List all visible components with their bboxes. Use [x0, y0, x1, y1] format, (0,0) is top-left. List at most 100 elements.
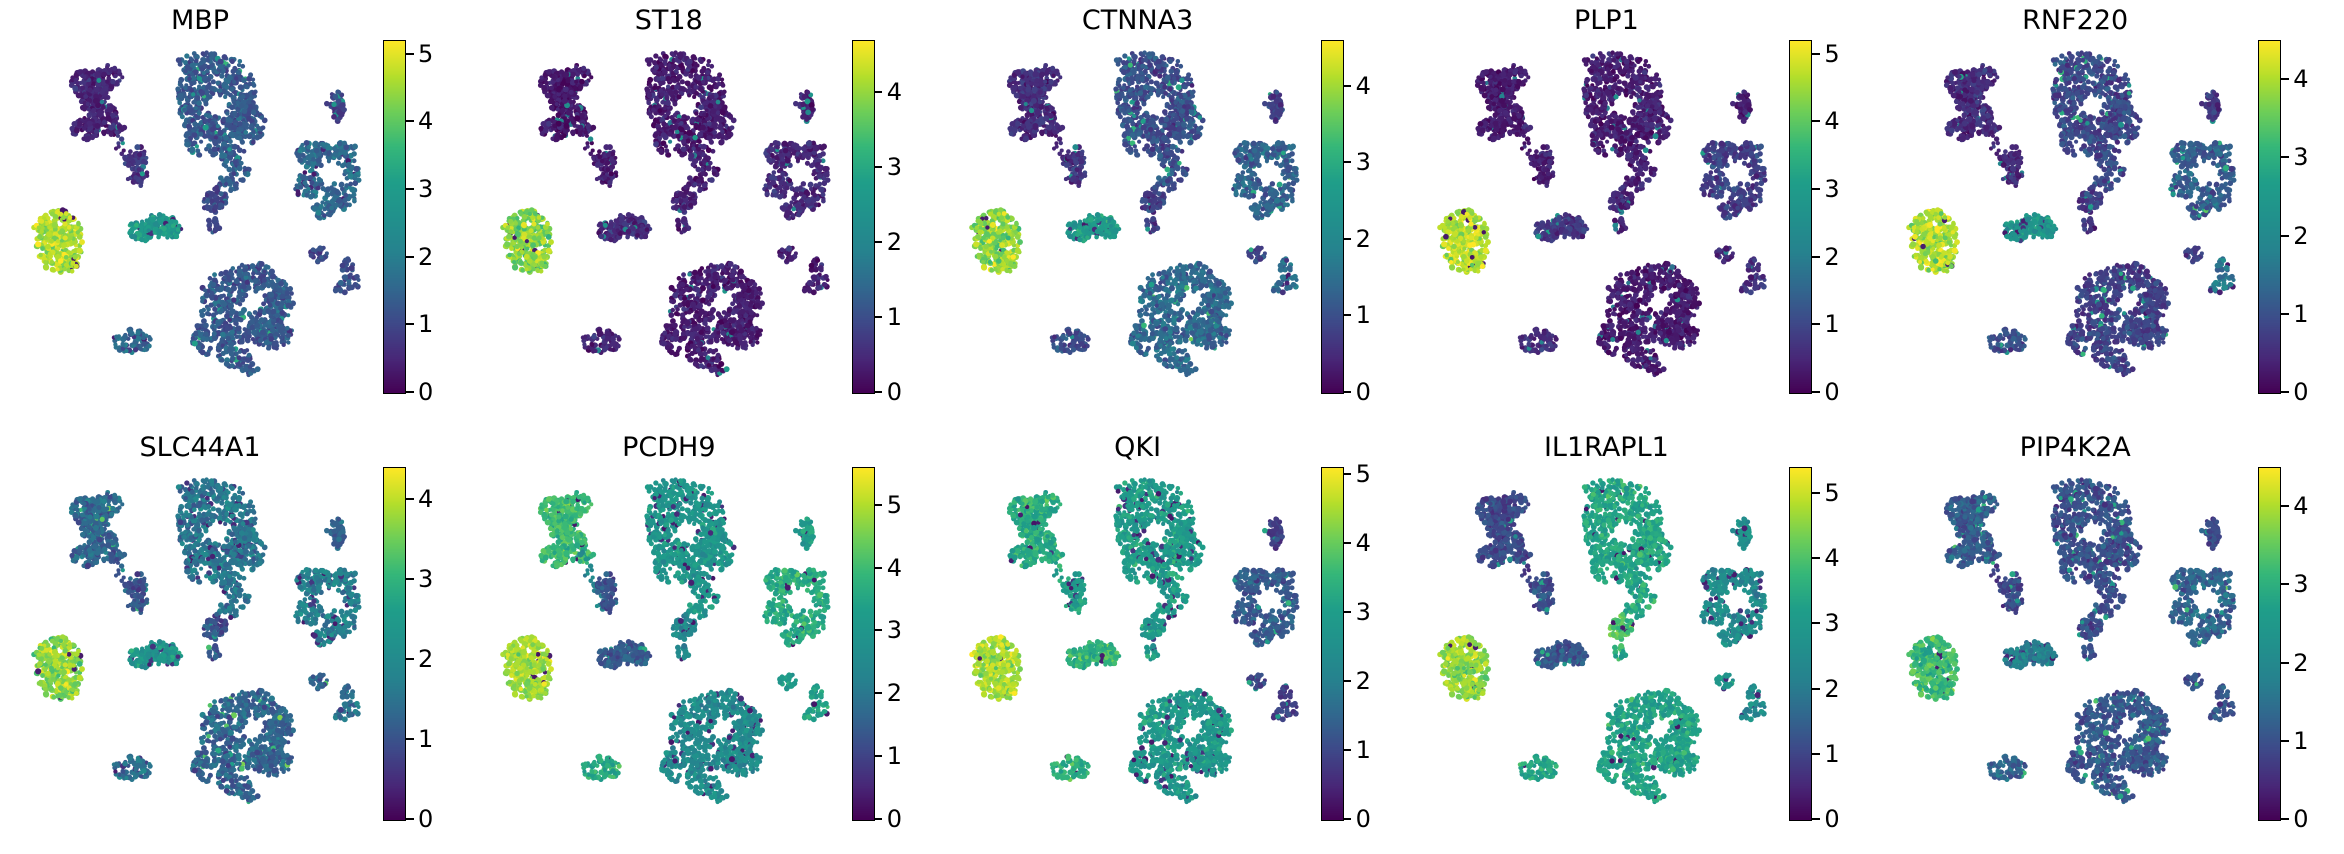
- colorbar-tick: [874, 755, 883, 758]
- colorbar: [1789, 467, 1813, 821]
- colorbar-tick: [874, 316, 883, 319]
- colorbar-tick-label: 2: [1824, 242, 1840, 271]
- colorbar-gradient: [384, 468, 405, 820]
- colorbar-tick-label: 1: [418, 725, 434, 753]
- colorbar-tick: [1811, 687, 1820, 690]
- colorbar-tick: [405, 52, 414, 55]
- colorbar-gradient: [852, 468, 874, 820]
- colorbar-tick: [2280, 739, 2289, 742]
- colorbar-tick-label: 4: [1824, 544, 1840, 573]
- colorbar-tick: [2280, 234, 2289, 237]
- colorbar-tick: [405, 255, 414, 258]
- colorbar-gradient: [384, 41, 405, 393]
- colorbar-tick: [405, 818, 414, 820]
- colorbar-tick: [874, 818, 883, 820]
- colorbar-tick-label: 2: [2293, 221, 2309, 250]
- colorbar-tick-label: 4: [886, 78, 903, 107]
- colorbar-tick: [1343, 237, 1352, 240]
- colorbar-tick: [874, 566, 883, 569]
- colorbar-tick-label: 4: [418, 107, 434, 136]
- colorbar-tick-label: 0: [1355, 378, 1371, 406]
- colorbar-tick-label: 3: [418, 174, 434, 203]
- colorbar-tick: [874, 629, 883, 632]
- colorbar-tick-label: 0: [418, 805, 434, 833]
- colorbar-tick-label: 0: [1824, 805, 1840, 833]
- colorbar: [2258, 40, 2282, 394]
- colorbar-tick: [2280, 312, 2289, 315]
- colorbar-tick: [1343, 748, 1352, 751]
- colorbar-tick: [2280, 505, 2289, 508]
- colorbar-tick-label: 2: [1824, 674, 1840, 703]
- colorbar-tick-label: 2: [1355, 666, 1371, 695]
- colorbar: [383, 467, 406, 821]
- colorbar-tick: [874, 692, 883, 695]
- colorbar-tick: [1343, 541, 1352, 544]
- colorbar-tick: [1343, 679, 1352, 682]
- colorbar-tick-label: 4: [2293, 492, 2309, 521]
- colorbar-tick-label: 3: [1355, 148, 1371, 177]
- colorbar-tick-label: 3: [418, 565, 434, 593]
- colorbar-gradient: [852, 41, 874, 393]
- colorbar-tick: [405, 187, 414, 190]
- colorbar: [1320, 40, 1344, 394]
- colorbar-tick: [1811, 323, 1820, 326]
- colorbar-tick-label: 1: [886, 742, 903, 771]
- colorbar-tick: [2280, 156, 2289, 159]
- colorbar-tick: [1811, 492, 1820, 495]
- colorbar-tick-label: 5: [1355, 459, 1371, 488]
- colorbar-tick: [2280, 661, 2289, 664]
- colorbar-tick: [874, 91, 883, 94]
- colorbar-tick: [1343, 391, 1352, 393]
- colorbar-tick-label: 4: [2293, 65, 2309, 94]
- colorbar-tick-label: 0: [1824, 378, 1840, 406]
- colorbar-tick-label: 1: [1824, 310, 1840, 339]
- colorbar-tick: [2280, 583, 2289, 586]
- colorbar: [851, 467, 875, 821]
- colorbar-tick: [405, 120, 414, 123]
- colorbar-tick-label: 3: [1824, 609, 1840, 638]
- colorbar: [2258, 467, 2282, 821]
- colorbar-gradient: [1790, 468, 1812, 820]
- colorbar-tick-label: 4: [1824, 107, 1840, 136]
- colorbar-tick: [1343, 818, 1352, 820]
- colorbar: [851, 40, 875, 394]
- colorbar-tick: [1343, 472, 1352, 475]
- colorbar-tick-label: 3: [886, 616, 903, 645]
- colorbar-tick-label: 4: [886, 553, 903, 582]
- colorbar-gradient: [1790, 41, 1812, 393]
- colorbar-tick: [1811, 391, 1820, 393]
- colorbar-tick: [874, 503, 883, 506]
- colorbar-tick-label: 2: [418, 645, 434, 673]
- colorbar-tick: [1811, 187, 1820, 190]
- colorbar-tick-label: 3: [2293, 143, 2309, 172]
- colorbar: [383, 40, 406, 394]
- colorbar-tick-label: 4: [1355, 528, 1371, 557]
- colorbar-tick-label: 5: [886, 490, 903, 519]
- colorbar-tick: [1343, 84, 1352, 87]
- colorbar-tick-label: 2: [2293, 648, 2309, 677]
- colorbar-tick-label: 3: [2293, 570, 2309, 599]
- colorbar-tick: [874, 391, 883, 393]
- colorbar-tick-label: 0: [886, 378, 903, 406]
- colorbar-tick-label: 2: [886, 228, 903, 257]
- colorbar-tick-label: 0: [2293, 805, 2309, 833]
- colorbar-tick-label: 1: [886, 303, 903, 332]
- colorbar-tick-label: 3: [1824, 174, 1840, 203]
- colorbar-tick: [1811, 255, 1820, 258]
- colorbar-tick: [405, 391, 414, 393]
- colorbar-tick: [405, 578, 414, 580]
- colorbar-tick-label: 1: [1355, 735, 1371, 764]
- colorbar-tick-label: 2: [418, 242, 434, 271]
- colorbar-tick: [2280, 391, 2289, 393]
- colorbar-tick-label: 1: [418, 310, 434, 339]
- colorbar-tick-label: 2: [886, 679, 903, 708]
- colorbar-tick-label: 0: [1355, 805, 1371, 833]
- colorbar-tick-label: 1: [2293, 726, 2309, 755]
